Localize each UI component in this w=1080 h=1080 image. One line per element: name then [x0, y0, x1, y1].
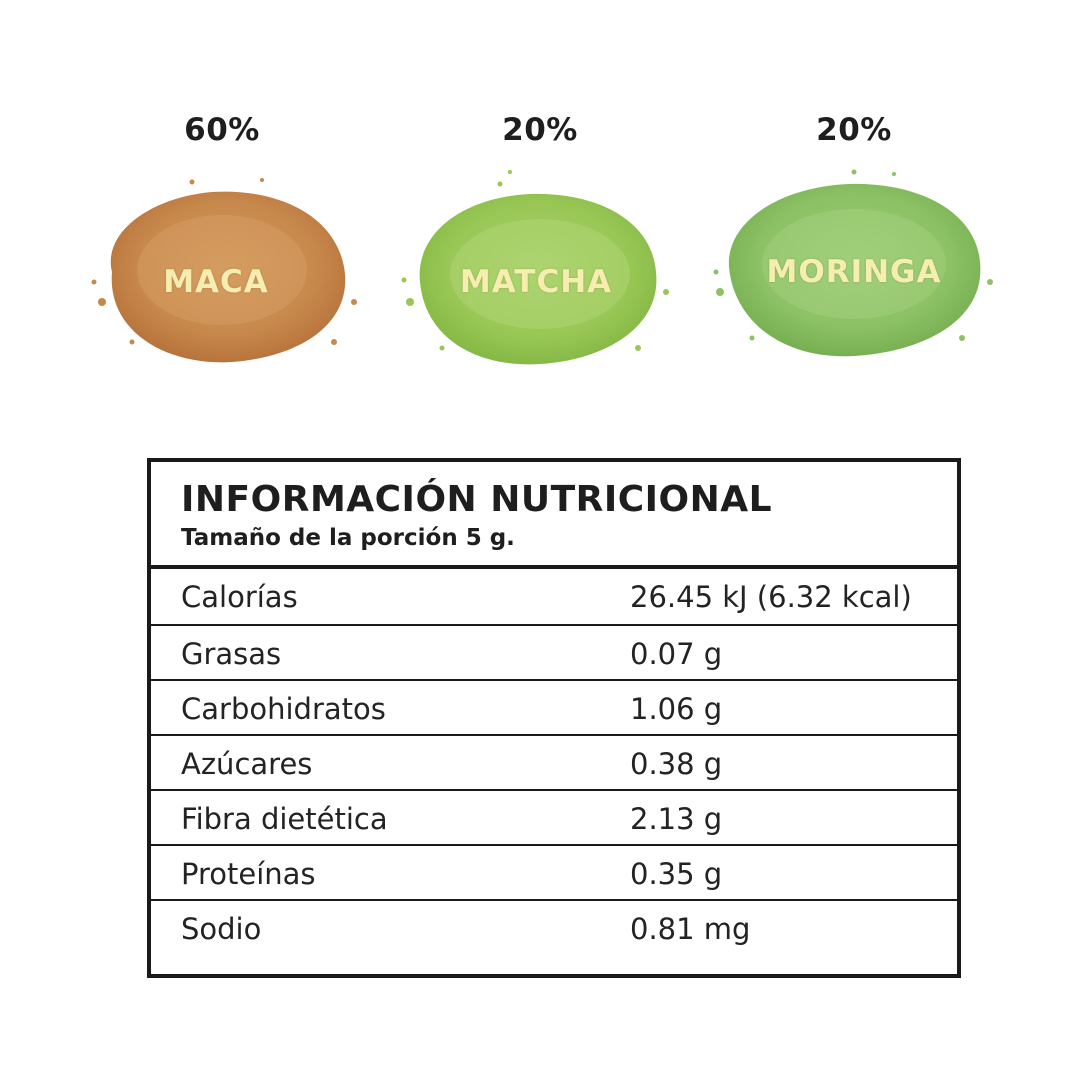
nutrition-row-proteinas: Proteínas 0.35 g: [151, 844, 957, 899]
nutrition-row-azucares: Azúcares 0.38 g: [151, 734, 957, 789]
nutrition-rows: Calorías 26.45 kJ (6.32 kcal) Grasas 0.0…: [151, 569, 957, 954]
nutrition-label: Carbohidratos: [181, 692, 386, 726]
nutrition-row-calorias: Calorías 26.45 kJ (6.32 kcal): [151, 569, 957, 624]
ingredient-name: MATCHA: [459, 264, 613, 300]
nutrition-table: INFORMACIÓN NUTRICIONAL Tamaño de la por…: [147, 458, 961, 978]
nutrition-label: Fibra dietética: [181, 802, 388, 836]
ingredient-percent: 20%: [816, 112, 892, 148]
nutrition-row-grasas: Grasas 0.07 g: [151, 624, 957, 679]
nutrition-row-sodio: Sodio 0.81 mg: [151, 899, 957, 954]
nutrition-title: INFORMACIÓN NUTRICIONAL: [181, 479, 773, 520]
nutrition-value: 0.35 g: [630, 857, 723, 891]
nutrition-row-carbohidratos: Carbohidratos 1.06 g: [151, 679, 957, 734]
nutrition-label: Proteínas: [181, 857, 316, 891]
maca-powder-image: [91, 178, 357, 363]
nutrition-label: Calorías: [181, 580, 298, 614]
ingredient-matcha: 20% MATCHA: [390, 100, 690, 400]
serving-size: Tamaño de la porción 5 g.: [181, 525, 515, 551]
nutrition-label: Grasas: [181, 637, 282, 671]
nutrition-value: 1.06 g: [630, 692, 723, 726]
ingredient-name: MACA: [163, 264, 269, 300]
nutrition-value: 2.13 g: [630, 802, 723, 836]
nutrition-value: 0.81 mg: [630, 912, 751, 946]
ingredient-name: MORINGA: [766, 254, 942, 290]
matcha-powder-image: [401, 170, 669, 365]
ingredient-percent: 60%: [184, 112, 260, 148]
nutrition-header: INFORMACIÓN NUTRICIONAL Tamaño de la por…: [151, 462, 957, 569]
nutrition-label: Azúcares: [181, 747, 313, 781]
ingredient-maca: 60% MACA: [72, 100, 372, 400]
moringa-powder-image: [713, 169, 993, 357]
ingredient-moringa: 20% MORINGA: [704, 100, 1004, 400]
nutrition-value: 0.07 g: [630, 637, 723, 671]
nutrition-value: 0.38 g: [630, 747, 723, 781]
nutrition-value: 26.45 kJ (6.32 kcal): [630, 580, 912, 614]
nutrition-label: Sodio: [181, 912, 262, 946]
nutrition-row-fibra: Fibra dietética 2.13 g: [151, 789, 957, 844]
ingredient-percent: 20%: [502, 112, 578, 148]
